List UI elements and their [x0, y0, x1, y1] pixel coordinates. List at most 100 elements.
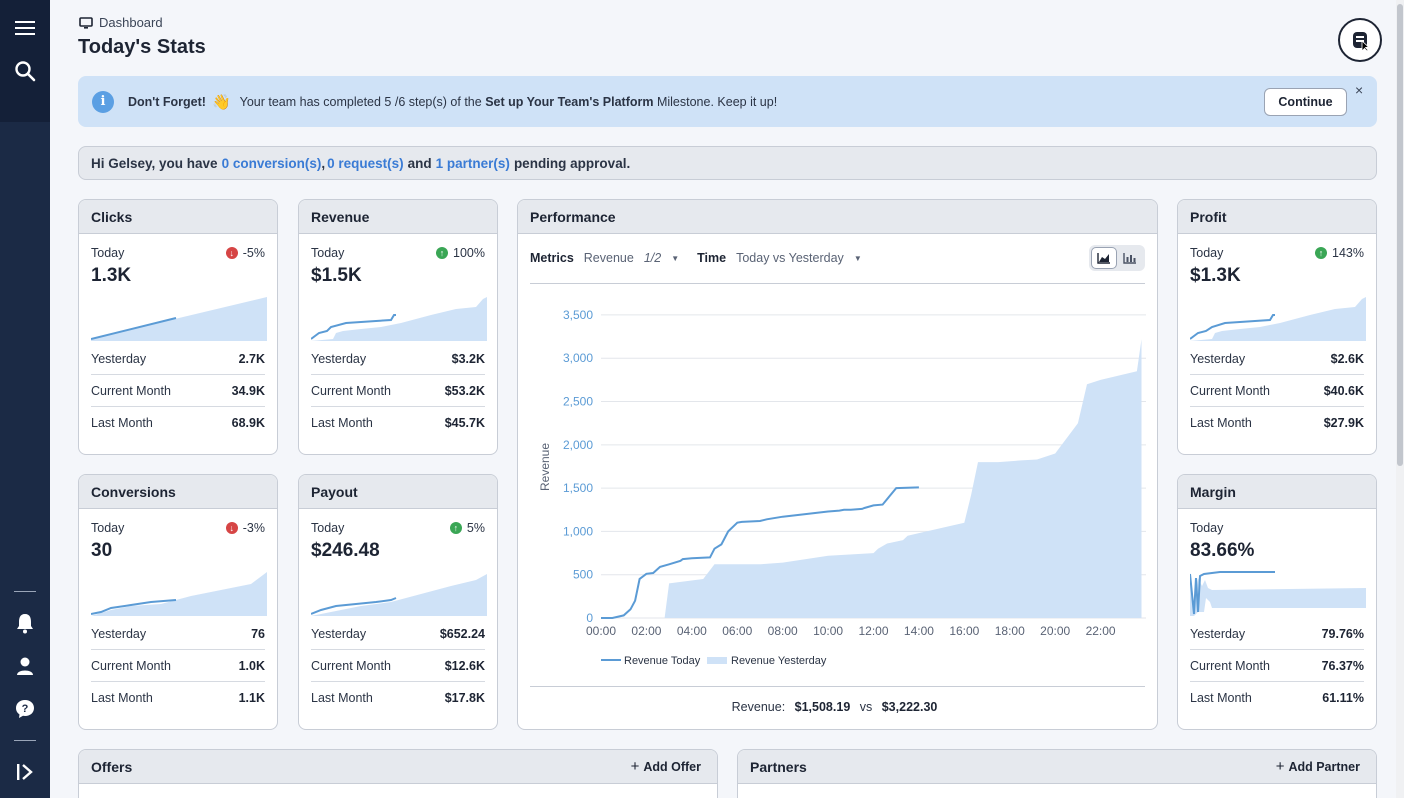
wave-emoji: 👋	[211, 93, 231, 111]
x-tick-label: 10:00	[813, 624, 843, 638]
change-value: 143%	[1332, 246, 1364, 260]
sparkline	[91, 572, 267, 616]
card-title: Performance	[518, 200, 1157, 234]
time-label: Time	[697, 251, 727, 265]
conversions-link[interactable]: 0 conversion(s)	[221, 155, 322, 171]
change-value: -5%	[242, 246, 265, 260]
divider	[530, 283, 1145, 284]
banner-title: Don't Forget!	[128, 94, 206, 109]
area-chart-icon	[1097, 253, 1110, 264]
help-button[interactable]: ?	[13, 697, 37, 721]
help-icon: ?	[16, 700, 34, 718]
card-title: Revenue	[299, 200, 497, 234]
avatar-icon	[1353, 32, 1370, 51]
continue-button[interactable]: Continue	[1264, 88, 1347, 116]
divider	[530, 686, 1145, 687]
profile-button[interactable]	[13, 654, 37, 678]
x-tick-label: 14:00	[904, 624, 934, 638]
card-title: Conversions	[79, 475, 277, 509]
yesterday-label: Yesterday	[91, 626, 147, 641]
card-title: Profit	[1178, 200, 1376, 234]
sparkline	[1190, 297, 1366, 341]
metrics-select[interactable]: Revenue 1/2 ▼	[584, 251, 679, 265]
card-title: Clicks	[79, 200, 277, 234]
last-month-value: $27.9K	[1323, 416, 1364, 430]
monitor-icon	[79, 16, 93, 29]
yesterday-value: $652.24	[439, 626, 485, 641]
yesterday-value: 76	[251, 626, 265, 641]
today-value: 30	[91, 540, 113, 561]
x-tick-label: 16:00	[949, 624, 979, 638]
today-label: Today	[91, 246, 125, 260]
y-tick-label: 1,000	[563, 524, 593, 538]
area-chart-view-button[interactable]	[1091, 247, 1117, 269]
yesterday-label: Yesterday	[1190, 351, 1246, 366]
partners-link[interactable]: 1 partner(s)	[435, 155, 510, 171]
close-icon[interactable]: ×	[1355, 82, 1364, 98]
profit-card: Profit Today ↑ 143% $1.3K Yesterday $2.6K C…	[1177, 199, 1377, 455]
today-label: Today	[311, 246, 345, 260]
pending-suffix: pending approval.	[513, 155, 631, 171]
last-month-label: Last Month	[311, 691, 373, 705]
search-button[interactable]	[13, 59, 37, 83]
current-month-label: Current Month	[311, 658, 391, 673]
offers-card: Offers + Add Offer	[78, 749, 718, 798]
last-month-value: $17.8K	[444, 691, 485, 705]
bar-chart-icon	[1123, 253, 1136, 264]
plus-icon: +	[1275, 758, 1285, 775]
last-month-label: Last Month	[1190, 691, 1252, 705]
current-month-label: Current Month	[91, 383, 171, 398]
svg-text:?: ?	[22, 703, 29, 715]
breadcrumb-label[interactable]: Dashboard	[99, 15, 163, 30]
current-month-value: 34.9K	[231, 383, 265, 398]
last-month-value: 1.1K	[238, 691, 265, 705]
notifications-button[interactable]	[13, 611, 37, 635]
expand-sidebar-button[interactable]	[13, 760, 37, 784]
x-tick-label: 08:00	[768, 624, 798, 638]
last-month-value: $45.7K	[444, 416, 485, 430]
info-icon: i	[92, 90, 114, 113]
user-icon	[17, 657, 33, 675]
sidebar: ?	[0, 0, 50, 798]
yesterday-value: $3.2K	[451, 351, 485, 366]
card-title: Payout	[299, 475, 497, 509]
menu-button[interactable]	[13, 16, 37, 40]
requests-link[interactable]: 0 request(s)	[327, 155, 404, 171]
today-label: Today	[1190, 246, 1224, 260]
add-partner-button[interactable]: + Add Partner	[1276, 758, 1360, 775]
x-tick-label: 00:00	[586, 624, 616, 638]
today-label: Today	[1190, 521, 1224, 535]
add-offer-button[interactable]: + Add Offer	[631, 758, 701, 775]
bar-chart-view-button[interactable]	[1117, 247, 1143, 269]
y-tick-label: 500	[573, 568, 593, 582]
x-tick-label: 04:00	[677, 624, 707, 638]
time-value: Today vs Yesterday	[736, 251, 844, 265]
pending-approval-bar: Hi Gelsey, you have 0 conversion(s), 0 r…	[78, 146, 1377, 180]
conversions-card: Conversions Today ↓ -3% 30 Yesterday 76 Cur…	[78, 474, 278, 730]
current-month-label: Current Month	[1190, 658, 1270, 673]
current-month-value: $40.6K	[1323, 383, 1364, 398]
breadcrumb[interactable]: Dashboard	[79, 15, 163, 30]
today-value: $1.5K	[311, 265, 362, 286]
collapse-expand-icon	[17, 764, 33, 780]
today-value: 83.66%	[1190, 540, 1255, 561]
pending-separator: ,	[321, 155, 326, 171]
y-tick-label: 0	[586, 611, 593, 625]
performance-chart: 0 500 1,000 1,500 2,000 2,500 3,000 3,500 00:00…	[538, 308, 1146, 667]
yesterday-value: 2.7K	[238, 351, 265, 366]
time-select[interactable]: Today vs Yesterday ▼	[736, 251, 862, 265]
y-tick-label: 3,000	[563, 351, 593, 365]
legend-label-today: Revenue Today	[624, 655, 701, 667]
metrics-label: Metrics	[530, 251, 574, 265]
arrow-up-icon: ↑	[436, 247, 449, 259]
legend-label-yesterday: Revenue Yesterday	[731, 655, 827, 667]
payout-card: Payout Today ↑ 5% $246.48 Yesterday $652.24…	[298, 474, 498, 730]
offers-title: Offers	[91, 758, 133, 775]
user-menu-button[interactable]	[1338, 18, 1382, 62]
scrollbar-thumb[interactable]	[1397, 4, 1403, 466]
revenue-card: Revenue Today ↑ 100% $1.5K Yesterday $3.2K …	[298, 199, 498, 455]
sparkline	[91, 297, 267, 341]
current-month-label: Current Month	[91, 658, 171, 673]
partners-card: Partners + Add Partner	[737, 749, 1377, 798]
bell-icon	[17, 614, 33, 634]
